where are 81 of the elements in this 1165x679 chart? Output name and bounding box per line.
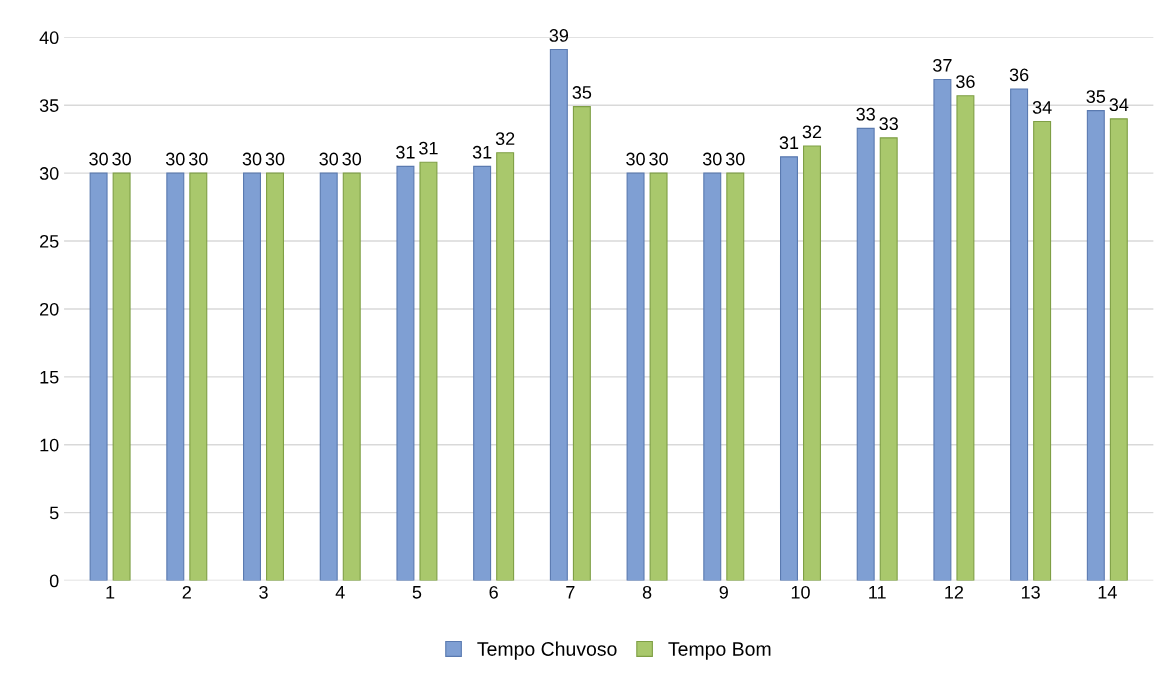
bar	[266, 172, 285, 581]
bar	[956, 95, 975, 581]
x-tick-label: 12	[945, 585, 964, 599]
bar	[649, 172, 668, 581]
bar	[189, 172, 208, 581]
bar	[933, 78, 952, 581]
data-label: 39	[549, 29, 569, 42]
data-label: 30	[188, 152, 208, 166]
x-tick-label: 1	[106, 586, 115, 599]
bar	[703, 172, 722, 581]
data-label: 30	[702, 152, 722, 166]
data-label: 36	[1009, 68, 1029, 82]
y-tick-label: 35	[39, 99, 59, 112]
data-label: 31	[779, 136, 799, 150]
bar	[879, 137, 898, 581]
bar	[726, 172, 745, 581]
data-label: 35	[1086, 90, 1106, 103]
data-label: 30	[725, 152, 745, 166]
bar	[626, 172, 645, 581]
bar	[112, 172, 131, 581]
bar	[419, 161, 438, 581]
data-label: 30	[265, 152, 285, 166]
data-label: 34	[1109, 98, 1129, 112]
bar	[856, 127, 875, 581]
bar	[496, 152, 515, 581]
x-tick-label: 2	[182, 585, 191, 599]
y-tick-label: 25	[40, 234, 59, 248]
x-tick-label: 7	[566, 586, 575, 599]
data-label: 35	[572, 86, 592, 99]
x-tick-label: 11	[869, 586, 886, 599]
bar	[89, 172, 108, 581]
bar	[473, 165, 492, 581]
x-tick-label: 4	[335, 586, 345, 599]
x-tick-label: 13	[1021, 585, 1040, 599]
data-label: 34	[1032, 101, 1052, 114]
bar	[802, 145, 821, 581]
bar	[243, 172, 262, 581]
x-tick-label: 6	[489, 585, 498, 599]
bar	[1033, 120, 1052, 581]
bar	[549, 49, 568, 581]
y-tick-label: 20	[40, 302, 59, 316]
data-label: 31	[396, 145, 415, 159]
data-label: 30	[112, 152, 131, 166]
data-label: 36	[956, 75, 975, 88]
y-tick-label: 40	[39, 31, 59, 45]
data-label: 30	[89, 152, 108, 166]
bar	[319, 172, 338, 581]
legend-label: Tempo Chuvoso	[477, 641, 617, 660]
x-tick-label: 5	[412, 586, 422, 599]
y-tick-label: 0	[49, 574, 59, 588]
x-tick-label: 9	[719, 585, 728, 599]
data-label: 30	[626, 152, 645, 166]
data-label: 32	[802, 125, 822, 139]
x-tick-label: 3	[259, 585, 268, 599]
bar	[1086, 110, 1105, 581]
x-tick-label: 8	[642, 585, 652, 599]
data-label: 32	[495, 132, 515, 146]
bar	[1109, 118, 1128, 581]
bar	[572, 106, 591, 581]
x-tick-label: 14	[1098, 586, 1117, 599]
y-tick-label: 15	[40, 370, 59, 384]
data-label: 31	[472, 145, 492, 159]
bar	[342, 172, 361, 581]
y-tick-label: 30	[39, 167, 59, 180]
data-label: 37	[933, 58, 952, 72]
data-label: 33	[856, 107, 875, 121]
data-label: 30	[649, 152, 668, 166]
data-label: 30	[242, 152, 262, 166]
data-label: 30	[319, 152, 339, 166]
legend-label: Tempo Bom	[668, 642, 771, 660]
data-label: 31	[419, 141, 438, 155]
x-tick-label: 10	[791, 585, 810, 599]
y-tick-label: 10	[40, 438, 59, 452]
data-label: 30	[165, 152, 185, 166]
y-tick-label: 5	[49, 506, 59, 520]
data-label: 30	[342, 152, 362, 166]
bar	[1010, 88, 1029, 581]
bar	[779, 156, 798, 581]
bar	[396, 165, 415, 581]
bar	[166, 172, 185, 581]
data-label: 33	[879, 117, 898, 131]
